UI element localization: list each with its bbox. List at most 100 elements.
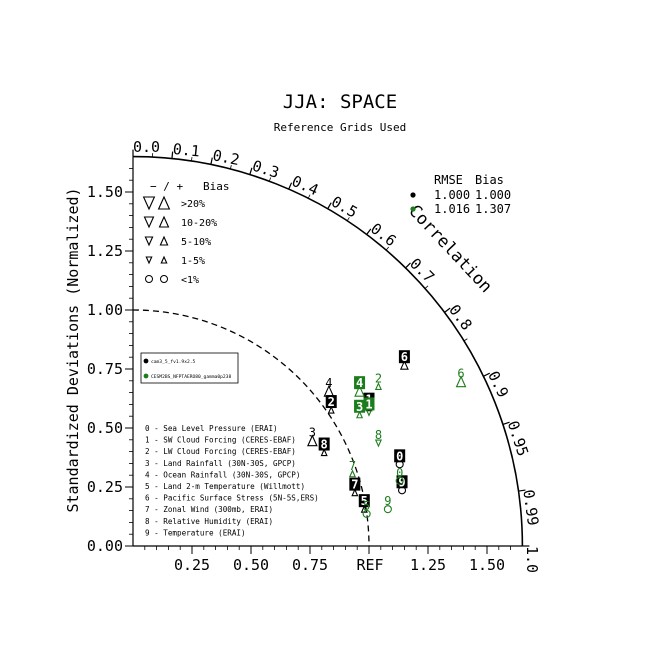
data-point-label-box <box>394 449 406 463</box>
case-legend-box <box>140 352 239 384</box>
bias-legend-circle-neg <box>145 275 153 283</box>
data-point: 9 <box>396 475 408 495</box>
x-tick-label: 0.25 <box>174 556 210 574</box>
x-tick-label: 0.75 <box>292 556 328 574</box>
data-point-label: 2 <box>375 371 382 385</box>
data-point-label: 7 <box>349 459 356 473</box>
y-tick-label: 1.25 <box>87 242 123 260</box>
variable-legend-item: 4 - Ocean Rainfall (30N-30S, GPCP) <box>145 470 300 479</box>
reference-arc <box>132 309 370 547</box>
data-point-label-box <box>354 399 366 413</box>
data-point: 5 <box>362 499 371 518</box>
y-axis-label: Standardized Deviations (Normalized) <box>64 187 82 512</box>
rmse-legend-header: RMSE <box>434 173 463 187</box>
corr-minor-tick <box>385 246 390 251</box>
data-point-label-box <box>325 395 337 409</box>
corr-tick-label: 0.3 <box>250 157 281 182</box>
rmse-legend-bias: 1.307 <box>475 202 511 216</box>
data-point: 4 <box>323 376 335 397</box>
rmse-legend-bias: 1.000 <box>475 188 511 202</box>
rmse-legend-bias-header: Bias <box>475 173 504 187</box>
data-point-label: 6 <box>457 367 464 381</box>
data-point: 1 <box>363 397 375 417</box>
corr-tick-label: 0.2 <box>211 146 241 169</box>
data-point: 6 <box>398 350 410 370</box>
marker-triangle <box>356 410 364 419</box>
legends: − / + Bias>20%10-20%5-10%1-5%<1%RMSE Bias1… <box>140 173 511 537</box>
bias-legend-sign: − / + <box>150 180 183 193</box>
data-point-label: 4 <box>356 376 363 390</box>
bias-legend-tri-up <box>159 235 169 246</box>
y-tick-label: 0.25 <box>87 478 123 496</box>
data-point-label: 3 <box>309 426 316 440</box>
corr-tick-label: 0.99 <box>519 488 542 526</box>
corr-minor-tick <box>366 231 370 235</box>
data-point: 2 <box>325 395 337 414</box>
chart-title: JJA: SPACE <box>283 91 397 113</box>
rmse-legend-rmse: 1.000 <box>434 188 470 202</box>
marker-triangle <box>348 469 357 478</box>
bias-legend-tri-down <box>144 236 154 247</box>
variable-legend-item: 5 - Land 2-m Temperature (Willmott) <box>145 482 305 491</box>
corr-minor-tick <box>405 264 409 269</box>
data-point: 7 <box>348 459 357 478</box>
marker-circle <box>362 509 371 518</box>
corr-tick-label: 0.8 <box>445 301 476 333</box>
marker-triangle <box>360 504 368 513</box>
corr-tick-label: 0.7 <box>406 255 438 287</box>
y-tick-label: 0.75 <box>87 360 123 378</box>
bias-legend-tri-down <box>143 216 155 229</box>
bias-legend-circle-pos <box>160 275 168 283</box>
bias-legend-tri-down <box>142 196 156 211</box>
bias-legend-tri-up <box>157 195 171 210</box>
marker-triangle <box>351 488 359 497</box>
variable-legend-item: 3 - Land Rainfall (30N-30S, GPCP) <box>145 459 296 468</box>
corr-minor-tick <box>268 177 272 182</box>
data-point: 8 <box>318 437 330 457</box>
marker-circle <box>395 476 404 485</box>
variable-legend-item: 9 - Temperature (ERAI) <box>145 528 246 537</box>
variable-legend-item: 2 - LW Cloud Forcing (CERES-EBAF) <box>145 447 296 456</box>
data-point-label-box <box>349 477 361 491</box>
corr-tick-label: 0.1 <box>172 140 201 161</box>
data-point-label: 2 <box>328 395 335 409</box>
data-point-label: 0 <box>396 466 403 480</box>
marker-triangle <box>354 384 365 397</box>
case-legend-dot <box>143 358 149 364</box>
data-point: 0 <box>394 449 406 469</box>
bias-legend-tri-up <box>160 255 168 264</box>
diagram-frame <box>132 155 524 547</box>
data-point: 7 <box>349 477 361 497</box>
axis-ticks: 0.25 0.50 0.75 1.25 1.500.000.250.500.751.00… <box>87 138 542 574</box>
corr-minor-tick <box>288 185 291 190</box>
data-point: 2 <box>374 371 382 390</box>
data-point-label: 3 <box>356 400 363 414</box>
bias-legend-label: >20% <box>181 199 205 210</box>
rmse-legend-rmse: 1.016 <box>434 202 470 216</box>
data-point: 3 <box>307 426 318 447</box>
corr-minor-tick <box>444 309 448 313</box>
data-point-label-box <box>354 376 366 390</box>
corr-minor-tick <box>307 194 311 199</box>
data-point-label-box <box>318 437 330 451</box>
corr-tick-label: 0.5 <box>328 193 360 222</box>
corr-tick-mark <box>518 489 526 492</box>
corr-minor-tick <box>191 156 193 162</box>
bias-legend-label: 1-5% <box>181 256 205 267</box>
data-point-label: 6 <box>401 350 408 364</box>
corr-minor-tick <box>502 422 507 425</box>
bias-legend-header: Bias <box>203 180 230 193</box>
corr-tick-label: 0.4 <box>289 172 321 199</box>
data-point-label: 8 <box>375 428 382 442</box>
data-point-label-box <box>363 397 375 411</box>
marker-triangle <box>374 382 382 390</box>
corr-minor-tick <box>424 285 429 289</box>
marker-triangle <box>327 405 335 414</box>
marker-triangle <box>320 448 328 457</box>
corr-tick-label: 0.0 <box>133 138 160 156</box>
y-tick-label: 0.50 <box>87 419 123 437</box>
marker-triangle <box>307 434 318 447</box>
bias-legend-tri-up <box>158 215 170 228</box>
data-point: 6 <box>455 367 467 388</box>
corr-tick-label: 0.6 <box>367 219 399 250</box>
